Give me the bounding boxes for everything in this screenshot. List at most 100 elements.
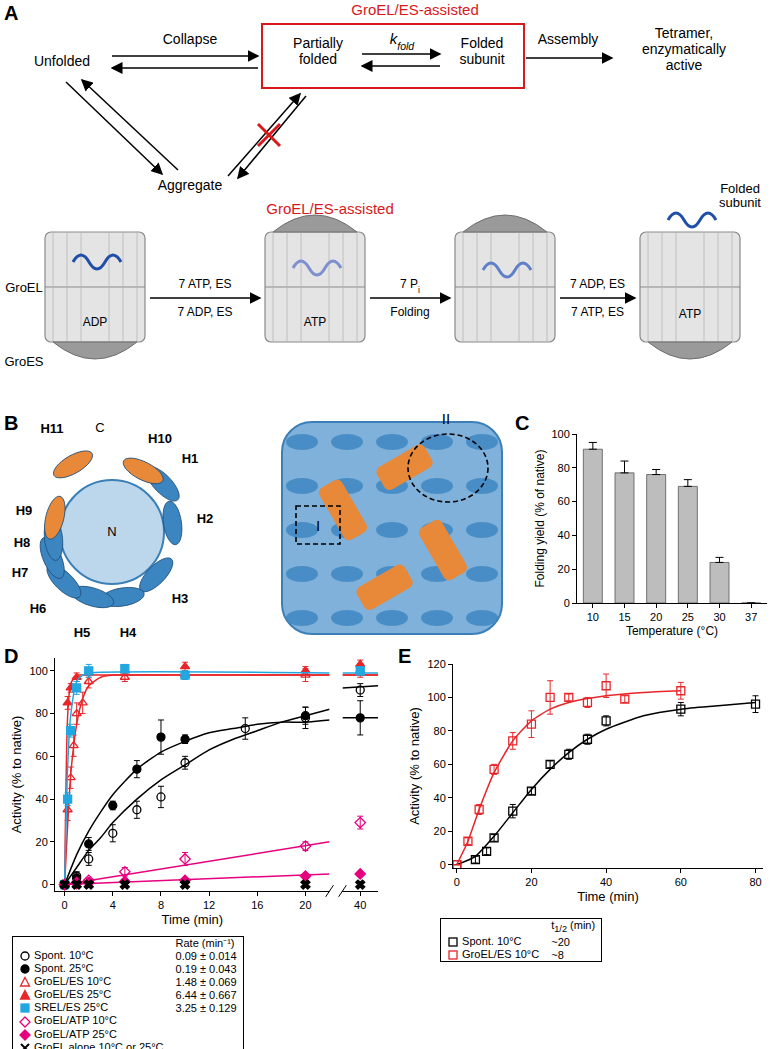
svg-text:37: 37 [745,611,757,623]
svg-text:40: 40 [36,793,48,805]
svg-text:60: 60 [558,495,570,507]
svg-text:II: II [442,410,450,427]
svg-text:120: 120 [427,658,445,670]
svg-text:20: 20 [650,611,662,623]
svg-text:Time (min): Time (min) [161,912,223,927]
svg-text:Collapse: Collapse [163,31,218,47]
svg-text:Partiallyfolded: Partiallyfolded [293,35,343,67]
svg-text:N: N [107,524,116,539]
svg-text:40: 40 [434,792,446,804]
html-text:GroEL/ES 10°C: GroEL/ES 10°C [459,948,540,961]
svg-text:Activity (% to native): Activity (% to native) [9,716,24,834]
svg-text:H7: H7 [12,565,29,580]
svg-text:Aggregate: Aggregate [158,177,223,193]
svg-text:40: 40 [354,899,366,911]
html-text:B: B [4,412,19,434]
svg-text:20: 20 [558,563,570,575]
svg-text:ATP: ATP [679,307,701,321]
svg-text:40: 40 [558,529,570,541]
svg-text:10: 10 [587,611,599,623]
html-text:GroEL/ATP 10°C: GroEL/ATP 10°C [31,1014,117,1027]
svg-text:kfold: kfold [390,30,416,52]
svg-text:0: 0 [42,878,48,890]
svg-text:GroEL/ES-assisted: GroEL/ES-assisted [266,200,394,217]
svg-text:H8: H8 [14,535,31,550]
svg-text:7 Pi: 7 Pi [400,277,420,295]
svg-text:60: 60 [675,876,687,888]
html-text:E: E [398,645,412,667]
svg-text:ATP: ATP [304,315,326,329]
svg-text:Assembly: Assembly [538,31,599,47]
svg-text:GroES: GroES [4,354,43,369]
svg-text:40: 40 [600,876,612,888]
svg-text:0: 0 [440,859,446,871]
svg-text:ADP: ADP [83,315,108,329]
svg-text:80: 80 [558,462,570,474]
html-text:GroEL/ATP 25°C: GroEL/ATP 25°C [31,1027,117,1040]
svg-text:H9: H9 [16,503,33,518]
svg-text:H4: H4 [120,625,137,640]
svg-text:25: 25 [682,611,694,623]
svg-text:60: 60 [36,750,48,762]
svg-text:Temperature (°C): Temperature (°C) [626,624,718,638]
svg-text:H2: H2 [197,511,214,526]
svg-text:80: 80 [749,876,761,888]
svg-text:Folding yield (% of native): Folding yield (% of native) [533,449,547,587]
svg-text:H10: H10 [148,431,172,446]
svg-text:4: 4 [110,899,116,911]
html-text:0.09 ± 0.014: 0.09 ± 0.014 [175,949,237,962]
svg-text:20: 20 [299,899,311,911]
html-text:GroEL/ES 25°C: GroEL/ES 25°C [31,988,112,1001]
svg-text:H11: H11 [40,421,63,436]
svg-text:0: 0 [454,876,460,888]
svg-text:GroEL: GroEL [5,280,43,295]
svg-text:80: 80 [36,707,48,719]
svg-text:Tetramer,enzymaticallyactive: Tetramer,enzymaticallyactive [642,25,726,73]
html-text:A: A [4,2,19,24]
svg-text:H6: H6 [30,601,47,616]
svg-text:7 ATP, ES: 7 ATP, ES [179,277,232,291]
html-text:Spont. 25°C: Spont. 25°C [31,962,94,975]
svg-text:60: 60 [434,758,446,770]
svg-text:0: 0 [564,597,570,609]
svg-text:GroEL/ES-assisted: GroEL/ES-assisted [351,1,479,18]
html-text:GroEL/ES 10°C: GroEL/ES 10°C [31,975,112,988]
svg-text:I: I [316,517,320,534]
svg-text:80: 80 [434,725,446,737]
html-text:D: D [4,645,19,667]
svg-text:C: C [95,420,104,435]
html-text:6.44 ± 0.667: 6.44 ± 0.667 [175,988,237,1001]
svg-text:7 ADP, ES: 7 ADP, ES [570,277,625,291]
svg-text:7 ADP, ES: 7 ADP, ES [177,305,232,319]
svg-text:20: 20 [525,876,537,888]
html-text:Spont. 10°C: Spont. 10°C [459,935,522,948]
svg-text:Folding: Folding [390,305,429,319]
svg-text:30: 30 [713,611,725,623]
svg-text:Time (min): Time (min) [577,889,639,904]
html-text:t1/2(min): t1/2(min) [551,919,596,935]
svg-text:H5: H5 [74,625,91,640]
svg-text:7 ATP, ES: 7 ATP, ES [571,305,624,319]
svg-text:15: 15 [618,611,630,623]
svg-text:100: 100 [29,665,47,677]
svg-text:100: 100 [427,691,445,703]
svg-text:Foldedsubunit: Foldedsubunit [459,35,504,67]
html-text:1.48 ± 0.069: 1.48 ± 0.069 [175,975,237,988]
svg-text:H3: H3 [172,591,189,606]
svg-text:0: 0 [62,899,68,911]
svg-text:Activity (% to native): Activity (% to native) [407,707,422,825]
svg-text:100: 100 [551,428,569,440]
svg-text:20: 20 [36,836,48,848]
svg-text:8: 8 [158,899,164,911]
svg-text:Foldedsubunit: Foldedsubunit [719,181,761,211]
svg-text:Unfolded: Unfolded [34,53,90,69]
html-text:~20: ~20 [551,935,570,948]
html-text:C: C [515,412,530,434]
html-text:3.25 ± 0.129: 3.25 ± 0.129 [175,1001,237,1014]
html-text:0.19 ± 0.043: 0.19 ± 0.043 [175,962,237,975]
svg-text:16: 16 [251,899,263,911]
svg-text:12: 12 [203,899,215,911]
html-text:SREL/ES 25°C: SREL/ES 25°C [31,1001,109,1014]
svg-text:20: 20 [434,825,446,837]
svg-text:H1: H1 [182,451,199,466]
